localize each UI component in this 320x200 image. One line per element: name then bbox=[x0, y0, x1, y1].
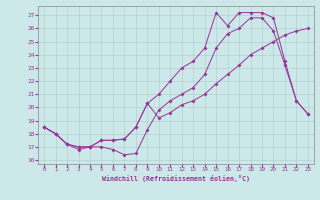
X-axis label: Windchill (Refroidissement éolien,°C): Windchill (Refroidissement éolien,°C) bbox=[102, 175, 250, 182]
